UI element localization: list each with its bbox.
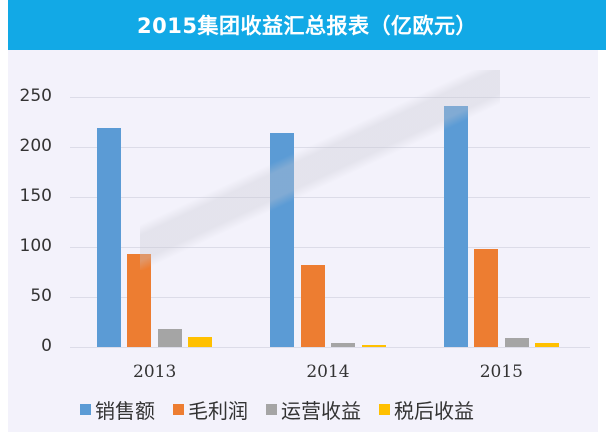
legend-item: 运营收益 [266,395,361,424]
x-tick-label: 2014 [306,362,350,382]
y-tick-label: 200 [19,136,52,156]
bar-2015-2 [504,338,529,347]
bar-2013-1 [127,254,152,347]
bar-2015-3 [535,343,560,347]
bar-2014-3 [361,345,386,347]
bar-2014-0 [270,133,295,347]
legend-item: 销售额 [80,395,155,424]
x-tick-label: 2015 [479,362,523,382]
y-tick-label: 150 [19,186,52,206]
gridline [70,247,590,248]
bar-2013-3 [188,337,213,347]
x-tick-label: 2013 [133,362,177,382]
y-tick-label: 100 [19,236,52,256]
bar-2013-0 [96,128,121,347]
legend-label: 运营收益 [281,399,361,423]
gridline [70,347,590,348]
legend-item: 毛利润 [173,395,248,424]
legend-item: 税后收益 [379,395,474,424]
bar-2014-2 [331,343,356,347]
bar-2015-1 [474,249,499,347]
chart-title: 2015集团收益汇总报表（亿欧元） [137,14,477,38]
legend-swatch-icon [80,404,91,415]
plot-area [70,97,590,348]
y-tick-label: 250 [19,86,52,106]
bar-2013-2 [157,329,182,347]
gridline [70,297,590,298]
y-tick-label: 0 [41,336,52,356]
legend-swatch-icon [173,404,184,415]
gridline [70,197,590,198]
legend: 销售额 毛利润 运营收益 税后收益 [80,395,474,424]
legend-label: 税后收益 [394,399,474,423]
legend-label: 销售额 [95,399,155,423]
legend-label: 毛利润 [188,399,248,423]
gridline [70,147,590,148]
chart-title-bar: 2015集团收益汇总报表（亿欧元） [8,0,606,50]
bar-2015-0 [443,106,468,347]
legend-swatch-icon [266,404,277,415]
gridline [70,97,590,98]
legend-swatch-icon [379,404,390,415]
y-tick-label: 50 [30,286,52,306]
bar-2014-1 [300,265,325,347]
